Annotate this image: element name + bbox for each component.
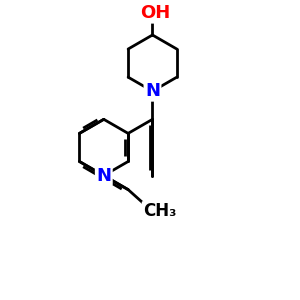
Text: N: N xyxy=(96,167,111,184)
Text: N: N xyxy=(145,82,160,100)
Text: OH: OH xyxy=(140,4,170,22)
Text: CH₃: CH₃ xyxy=(143,202,176,220)
